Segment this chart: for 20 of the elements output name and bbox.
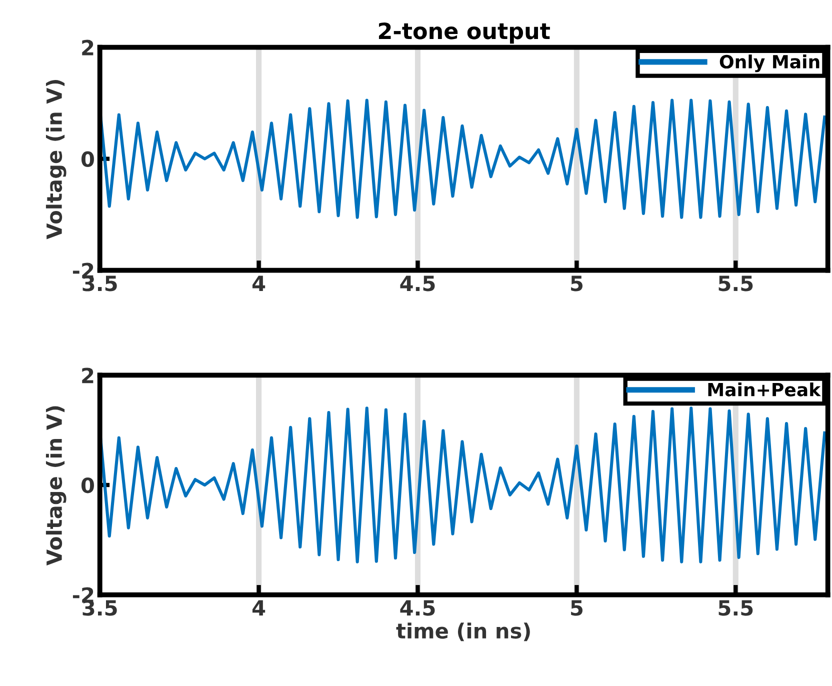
x-tick-label: 4.5 <box>400 600 435 616</box>
x-tick-label: 5.5 <box>718 600 753 616</box>
x-tick-label: 4 <box>252 276 266 291</box>
x-tick-label: 5 <box>571 276 582 292</box>
line-series <box>100 406 826 564</box>
x-tick-label: 4.5 <box>400 276 435 292</box>
x-tick-label: 4 <box>252 600 266 616</box>
y-tick-label: 0 <box>81 151 94 168</box>
y-tick-label: 2 <box>82 40 94 56</box>
x-tick-label: 5.5 <box>718 276 753 292</box>
y-tick-label: 0 <box>81 477 94 494</box>
chart-title: 2-tone output <box>378 22 550 44</box>
legend-label: Only Main <box>720 54 820 72</box>
x-axis-title: time (in ns) <box>396 622 530 642</box>
y-axis-title: Voltage (in V) <box>46 406 66 566</box>
legend-label: Main+Peak <box>708 382 821 396</box>
x-tick-label: 5 <box>571 600 582 616</box>
y-tick-label: 2 <box>82 368 94 384</box>
line-series <box>100 98 826 219</box>
y-axis-title: Voltage (in V) <box>46 80 66 240</box>
